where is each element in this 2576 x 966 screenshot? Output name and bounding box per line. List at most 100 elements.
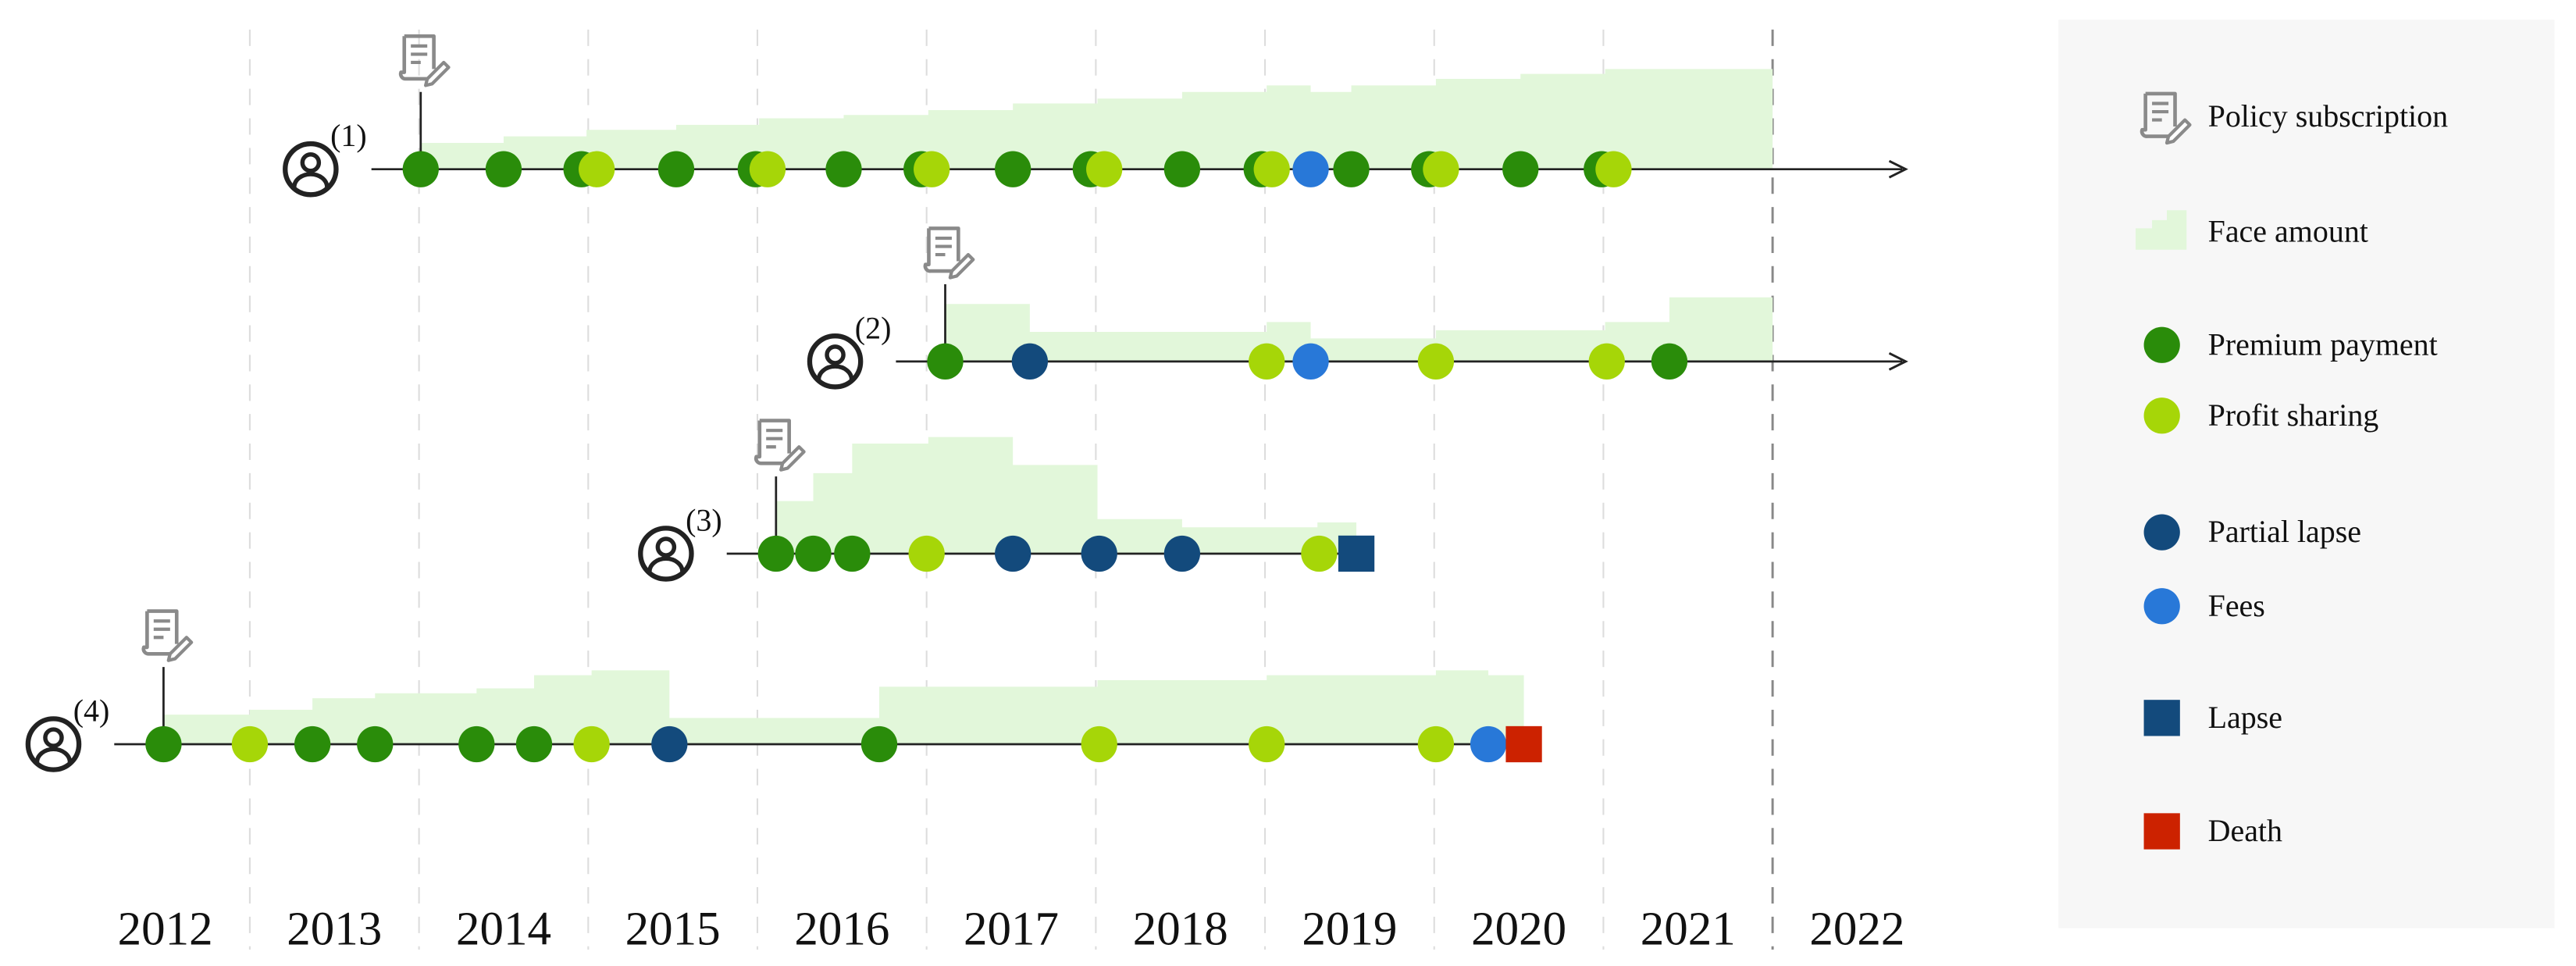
event-circle: [757, 535, 794, 572]
legend-icon: [2143, 326, 2180, 363]
person-head: [43, 727, 64, 748]
year-label: 2015: [625, 904, 721, 956]
event-circle: [402, 151, 439, 187]
person-body: [34, 747, 73, 763]
event-circle: [1163, 151, 1201, 187]
legend-label: Premium payment: [2208, 326, 2438, 362]
event-circle: [485, 151, 522, 187]
event-circle: [1588, 343, 1625, 380]
event-circle: [458, 725, 495, 763]
doc-lines: [411, 44, 428, 65]
legend-label: Partial lapse: [2208, 514, 2361, 549]
person-icon: [283, 141, 339, 198]
event-circle: [1249, 343, 1285, 380]
policy-label: (3): [686, 503, 722, 538]
event-circle: [231, 725, 269, 763]
legend-icon: [2136, 210, 2187, 250]
person-ring: [25, 716, 82, 772]
legend-icon: [2143, 397, 2180, 434]
doc-lines: [153, 619, 170, 640]
event-circle: [927, 343, 964, 380]
person-ring: [807, 333, 864, 390]
doc-outline: [398, 34, 436, 81]
event-circle: [1502, 151, 1539, 187]
year-label: 2019: [1302, 904, 1397, 956]
face-amount-area: [420, 69, 1773, 169]
event-circle: [1651, 343, 1688, 380]
person-head: [655, 536, 677, 558]
year-label: 2013: [287, 904, 382, 956]
person-body: [292, 172, 330, 188]
person-body: [816, 364, 854, 380]
event-circle: [995, 151, 1031, 187]
event-circle: [1423, 151, 1459, 187]
doc-lines: [2152, 102, 2169, 122]
event-circle: [795, 535, 832, 572]
legend-label: Policy subscription: [2208, 98, 2449, 134]
event-circle: [573, 725, 610, 763]
subscription-icon: [923, 226, 975, 280]
event-circle: [749, 151, 786, 187]
doc-lines: [766, 429, 783, 449]
legend-icon: [2140, 91, 2192, 145]
event-circle: [1086, 151, 1123, 187]
year-label: 2014: [456, 904, 551, 956]
event-circle: [1249, 725, 1285, 763]
doc-pen: [166, 636, 194, 662]
event-circle: [834, 535, 871, 572]
person-icon: [25, 716, 82, 772]
timeline-arrow: [1888, 159, 1908, 179]
event-circle: [860, 725, 898, 763]
legend-label: Lapse: [2208, 700, 2282, 735]
doc-outline: [2140, 91, 2177, 138]
event-circle: [1333, 151, 1370, 187]
timeline-arrow: [1888, 351, 1908, 371]
event-circle: [1417, 725, 1455, 763]
event-circle: [657, 151, 695, 187]
person-icon: [638, 526, 694, 582]
doc-pen: [423, 60, 451, 87]
legend-label: Death: [2208, 813, 2282, 848]
event-circle: [578, 151, 615, 187]
event-circle: [908, 535, 945, 572]
event-circle: [1595, 151, 1632, 187]
event-circle: [1301, 535, 1338, 572]
legend-icon: [2143, 700, 2180, 736]
policy-label: (1): [330, 118, 367, 153]
face-amount-area: [163, 670, 1524, 744]
person-icon: [807, 333, 864, 390]
face-amount-area: [945, 297, 1773, 362]
year-label: 2016: [794, 904, 889, 956]
person-head: [825, 344, 846, 365]
event-circle: [1163, 535, 1201, 572]
person-head: [300, 152, 322, 173]
event-circle: [1292, 151, 1329, 187]
event-circle: [1081, 725, 1117, 763]
event-circle: [1292, 343, 1329, 380]
doc-outline: [754, 419, 791, 465]
legend-icon: [2143, 588, 2180, 625]
legend-label: Fees: [2208, 588, 2265, 623]
doc-outline: [923, 226, 960, 273]
event-circle: [1417, 343, 1455, 380]
event-circle: [515, 725, 553, 763]
event-square: [1505, 725, 1542, 763]
year-label: 2021: [1641, 904, 1736, 956]
event-circle: [651, 725, 688, 763]
doc-pen: [2164, 118, 2192, 145]
event-circle: [1470, 725, 1507, 763]
person-ring: [283, 141, 339, 198]
face-amount-area: [775, 437, 1357, 554]
event-circle: [294, 725, 331, 763]
year-label: 2017: [964, 904, 1059, 956]
event-circle: [145, 725, 182, 763]
legend-label: Face amount: [2208, 213, 2368, 248]
doc-pen: [948, 252, 975, 280]
event-circle: [1253, 151, 1290, 187]
event-circle: [995, 535, 1031, 572]
event-circle: [357, 725, 394, 763]
person-ring: [638, 526, 694, 582]
doc-pen: [779, 445, 806, 472]
